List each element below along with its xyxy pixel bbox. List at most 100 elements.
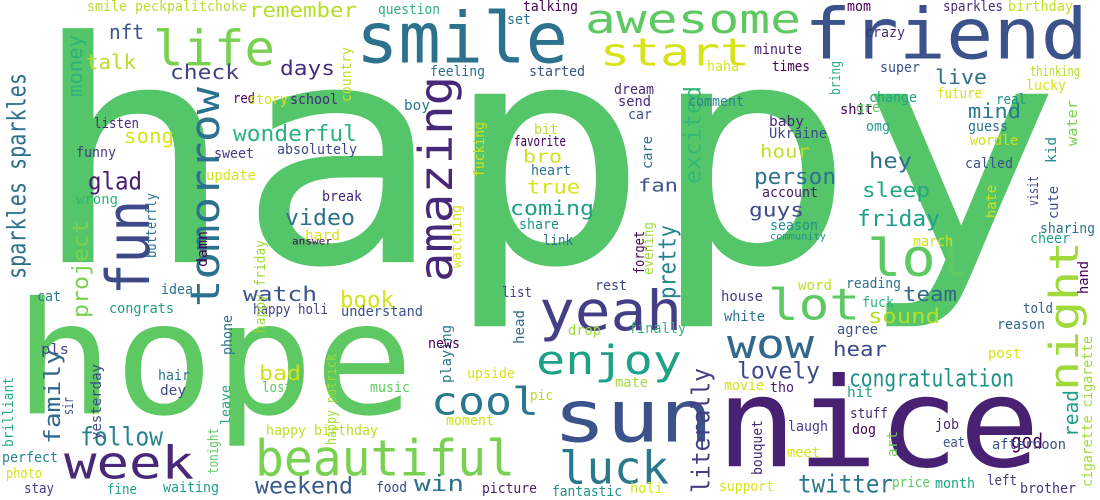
word-fine: fine <box>107 481 137 498</box>
word-hit: hit <box>847 384 873 401</box>
word-change: change <box>869 89 917 106</box>
word-photo: photo <box>6 465 42 482</box>
word-funny: funny <box>76 144 116 161</box>
word-price: price <box>892 474 930 491</box>
word-leave: leave <box>218 385 234 425</box>
word-hair: hair <box>158 367 190 384</box>
word-happy: happy <box>30 0 1062 336</box>
word-wrong: wrong <box>76 191 118 208</box>
word-start: start <box>600 29 750 75</box>
word-pretty: pretty <box>653 225 682 299</box>
word-art: art <box>884 431 901 457</box>
word-favorite: favorite <box>514 133 566 150</box>
word-damn: damn <box>194 231 211 267</box>
word-omg: omg <box>866 118 890 135</box>
word-song: song <box>124 124 174 149</box>
word-lot: lot <box>768 279 860 331</box>
word-bit: bit <box>534 121 558 138</box>
word-fantastic: fantastic <box>552 483 622 500</box>
word-house: house <box>721 288 763 305</box>
word-crazy: crazy <box>865 24 905 41</box>
word-bring: bring <box>827 61 844 95</box>
word-dog: dog <box>852 421 876 438</box>
word-yesterday: yesterday <box>88 364 105 440</box>
word-account: account <box>762 184 818 201</box>
word-country: country <box>338 47 355 102</box>
word-friend: friend <box>804 0 1088 76</box>
word-phone: phone <box>219 315 236 355</box>
word-wonderful: wonderful <box>233 121 357 147</box>
word-smile-peckpalitchoke: smile peckpalitchoke <box>87 0 247 15</box>
word-true: true <box>527 176 580 199</box>
word-project: project <box>68 220 94 318</box>
word-season: season <box>770 217 818 234</box>
word-reading: reading <box>846 275 901 292</box>
word-cigarette-cigarette: cigarette cigarette <box>1079 336 1096 487</box>
word-absolutely: absolutely <box>277 141 357 158</box>
word-birthday: birthday <box>1008 0 1073 15</box>
word-answer: answer <box>292 235 332 248</box>
word-left: left <box>987 472 1017 489</box>
word-happy-birthday: happy birthday <box>266 422 378 439</box>
word-happy-friday: happy friday <box>252 240 269 333</box>
word-told: told <box>1023 300 1053 317</box>
word-head: head <box>511 310 528 344</box>
word-month: month <box>935 475 975 492</box>
word-red: red <box>233 90 255 107</box>
word-brother: brother <box>1020 480 1076 497</box>
word-sir: sir <box>60 397 77 415</box>
word-lucky: lucky <box>1026 77 1066 94</box>
word-butterfly: butterfly <box>143 193 160 258</box>
word-tho: tho <box>770 379 794 396</box>
word-link: link <box>543 232 573 249</box>
word-glad: glad <box>88 167 142 196</box>
word-follow: follow <box>80 422 163 453</box>
word-bro: bro <box>523 146 562 168</box>
word-moment: moment <box>446 412 494 429</box>
word-white: white <box>724 308 765 325</box>
word-hear: hear <box>833 337 887 362</box>
word-cheer: cheer <box>1030 230 1070 247</box>
word-story: story <box>248 91 288 108</box>
word-guess: guess <box>968 118 1008 135</box>
word-sparkles: sparkles <box>943 0 1003 15</box>
word-lol: lol <box>867 228 970 289</box>
word-super: super <box>880 59 920 76</box>
word-agree: agree <box>837 321 878 338</box>
word-mom: mom <box>847 0 871 15</box>
word-feeling: feeling <box>430 63 485 80</box>
word-list: list <box>502 284 532 301</box>
word-care: care <box>639 136 656 169</box>
word-share: share <box>519 216 559 233</box>
word-dream: dream <box>614 81 654 98</box>
word-yeah: yeah <box>539 279 682 344</box>
word-understand: understand <box>341 303 423 320</box>
word-hard: hard <box>305 227 340 244</box>
word-brilliant: brilliant <box>0 377 17 447</box>
word-hour: hour <box>760 141 810 163</box>
word-kid: kid <box>1043 137 1060 163</box>
word-question: question <box>378 1 440 18</box>
word-weekend: weekend <box>255 473 353 500</box>
word-pic: pic <box>530 387 553 404</box>
word-video: video <box>285 205 355 231</box>
word-guys: guys <box>749 199 804 222</box>
word-days: days <box>280 56 335 81</box>
word-talking: talking <box>523 0 578 15</box>
word-mate: mate <box>615 374 648 391</box>
word-ukraine: Ukraine <box>769 125 827 142</box>
word-baby: baby <box>769 113 804 130</box>
word-water: water <box>1064 100 1081 146</box>
word-lost: lost <box>262 379 292 396</box>
word-haha: haha <box>707 58 739 75</box>
word-green: green <box>856 99 896 116</box>
word-waiting: waiting <box>163 479 219 496</box>
word-watching: watching <box>448 205 465 268</box>
word-boy: boy <box>404 97 430 114</box>
word-set: set <box>507 11 531 28</box>
word-evening: evening <box>640 222 657 275</box>
word-update: update <box>206 167 256 184</box>
word-smile: smile <box>356 0 568 80</box>
word-sparkles-sparkles: sparkles sparkles <box>2 73 33 279</box>
word-minute: minute <box>754 41 802 58</box>
